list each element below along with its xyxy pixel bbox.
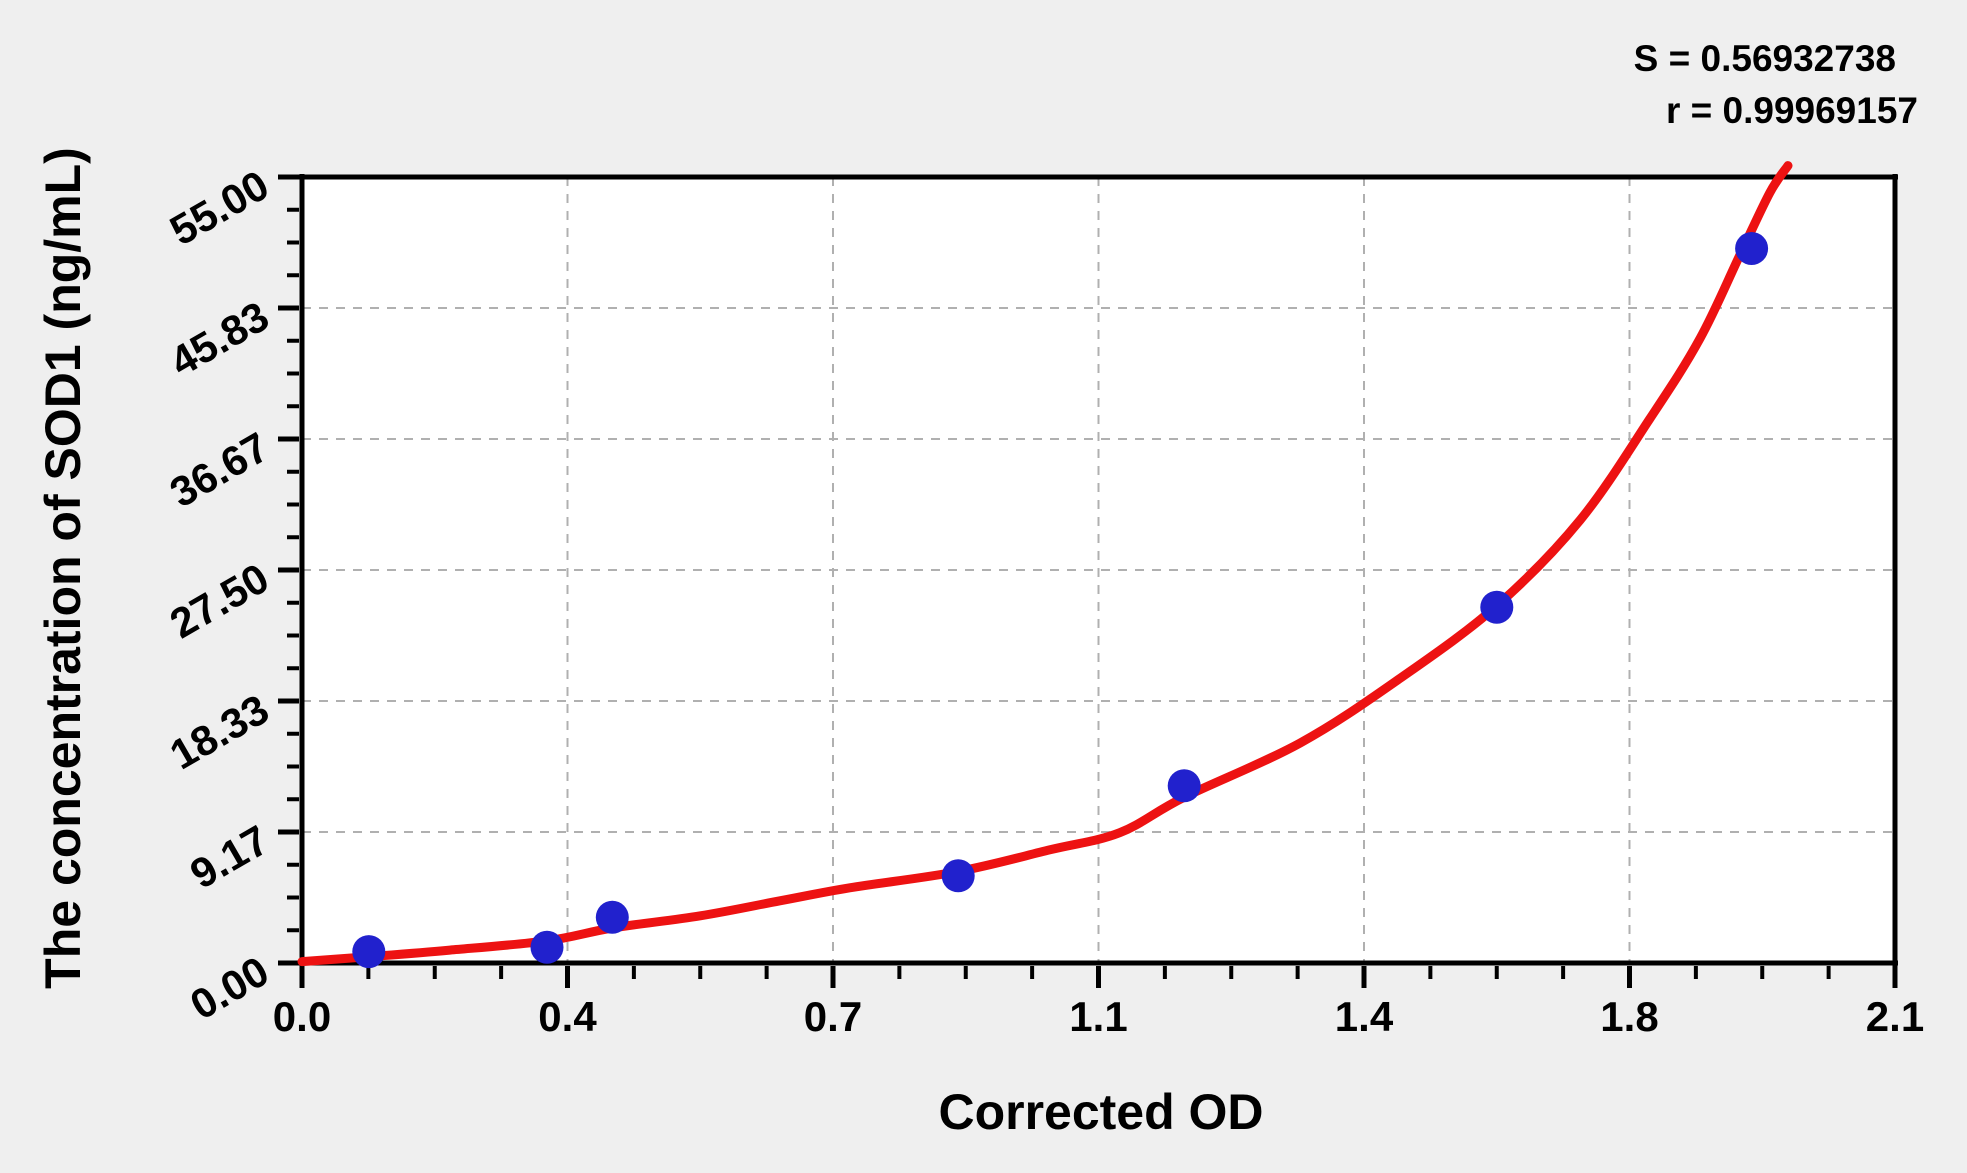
- x-tick-label: 1.1: [1069, 993, 1127, 1040]
- x-tick-label: 1.8: [1600, 993, 1658, 1040]
- y-axis-title: The concentration of SOD1 (ng/mL): [35, 147, 91, 989]
- fit-curve: [297, 161, 1793, 967]
- data-point: [530, 930, 564, 964]
- x-tick-label: 0.4: [538, 993, 597, 1040]
- x-axis-title: Corrected OD: [938, 1084, 1264, 1140]
- x-tick-label: 1.4: [1335, 993, 1394, 1040]
- y-tick-label: 45.83: [162, 292, 277, 385]
- data-point: [1480, 590, 1514, 624]
- y-tick-label: 18.33: [162, 685, 277, 778]
- data-point: [595, 900, 629, 934]
- data-point: [941, 859, 975, 893]
- data-point: [1167, 769, 1201, 803]
- y-tick-label: 9.17: [182, 816, 276, 898]
- y-tick-label: 27.50: [162, 554, 277, 647]
- data-point: [1735, 232, 1769, 265]
- data-point: [352, 935, 386, 969]
- x-tick-label: 0.7: [804, 993, 862, 1040]
- fit-stat-s: S = 0.56932738: [1633, 38, 1896, 79]
- y-tick-label: 0.00: [182, 947, 276, 1029]
- y-tick-label: 36.67: [162, 423, 277, 516]
- x-tick-label: 2.1: [1866, 993, 1924, 1040]
- x-tick-label: 0.0: [273, 993, 331, 1040]
- y-tick-label: 55.00: [162, 161, 277, 254]
- fit-stat-r: r = 0.99969157: [1665, 90, 1918, 131]
